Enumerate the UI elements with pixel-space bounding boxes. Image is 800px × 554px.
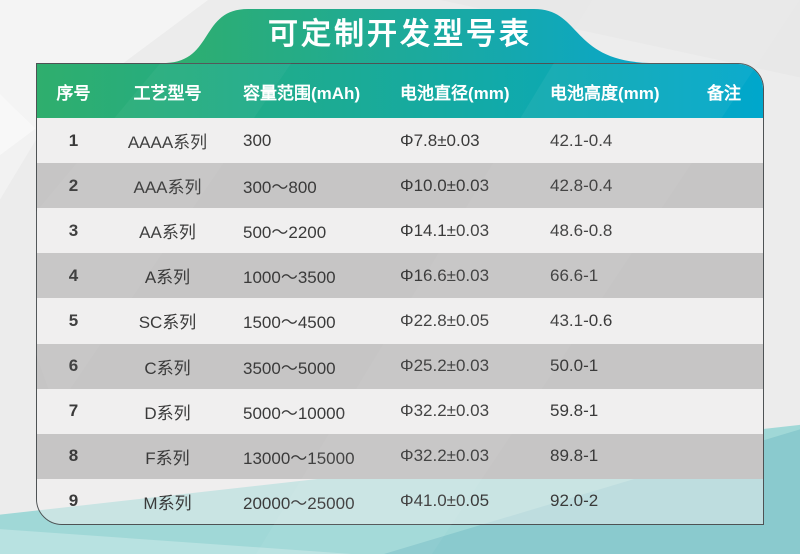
column-header: 容量范围(mAh) <box>243 83 361 103</box>
table-cell: 6 <box>68 356 79 376</box>
table-cell: Φ32.2±0.03 <box>400 446 490 466</box>
table-row: 5 SC系列 1500～4500 Φ22.8±0.05 43.1-0.6 <box>37 298 763 344</box>
table-cell: 300 <box>243 130 272 150</box>
table-cell: 50.0-1 <box>550 356 599 376</box>
table-row: 9 M系列 20000～25000 Φ41.0±0.05 92.0-2 <box>37 478 763 524</box>
table-cell: D系列 <box>144 403 191 423</box>
table-cell: AAAA系列 <box>127 133 208 153</box>
table-cell: F系列 <box>145 448 190 468</box>
table-cell: 1500～4500 <box>243 313 336 333</box>
column-header: 备注 <box>707 83 741 103</box>
table-cell: Φ16.6±0.03 <box>400 265 490 285</box>
table-cell: AA系列 <box>139 223 196 243</box>
table-cell: A系列 <box>144 268 191 288</box>
table-cell: 20000～25000 <box>243 493 355 513</box>
table-cell: SC系列 <box>138 313 197 333</box>
table-cell: Φ41.0±0.05 <box>400 491 490 511</box>
column-header: 电池高度(mm) <box>550 83 660 103</box>
table-cell: 2 <box>68 175 79 195</box>
table-cell: 5 <box>68 310 79 330</box>
table-cell: 300～800 <box>243 178 317 198</box>
table-cell: 3 <box>68 220 79 240</box>
table-cell: Φ14.1±0.03 <box>400 220 490 240</box>
table-cell: 43.1-0.6 <box>550 310 613 330</box>
table-cell: 3500～5000 <box>243 358 336 378</box>
page-title: 可定制开发型号表 <box>268 18 532 51</box>
table-cell: 66.6-1 <box>550 265 599 285</box>
table-row: 3 AA系列 500～2200 Φ14.1±0.03 48.6-0.8 <box>37 208 763 254</box>
table-cell: 1 <box>68 130 79 150</box>
table-cell: 5000～10000 <box>243 403 346 423</box>
model-spec-table: 序号 工艺型号 容量范围(mAh) 电池直径(mm) 电池高度(mm) 备注 1 AAAA系… <box>36 63 764 525</box>
table-cell: Φ32.2±0.03 <box>400 401 490 421</box>
table-row: 1 AAAA系列 300 Φ7.8±0.03 42.1-0.4 <box>37 118 763 164</box>
table-cell: 1000～3500 <box>243 268 336 288</box>
title-banner <box>166 9 650 63</box>
table-cell: AAA系列 <box>133 178 202 198</box>
table-cell: 13000～15000 <box>243 448 355 468</box>
column-header: 序号 <box>56 83 91 103</box>
table-cell: 9 <box>68 491 79 511</box>
table-cell: Φ7.8±0.03 <box>400 130 480 150</box>
table-body: 1 AAAA系列 300 Φ7.8±0.03 42.1-0.4 2 AAA系列 300～800… <box>37 118 763 524</box>
table-header-row: 序号 工艺型号 容量范围(mAh) 电池直径(mm) 电池高度(mm) 备注 <box>37 64 763 118</box>
table-row: 2 AAA系列 300～800 Φ10.0±0.03 42.8-0.4 <box>37 163 763 209</box>
table-cell: 4 <box>68 265 79 285</box>
table-cell: C系列 <box>144 358 191 378</box>
table-row: 6 C系列 3500～5000 Φ25.2±0.03 50.0-1 <box>37 343 763 389</box>
table-cell: Φ25.2±0.03 <box>400 356 490 376</box>
table-cell: Φ22.8±0.05 <box>400 310 490 330</box>
table-cell: Φ10.0±0.03 <box>400 175 490 195</box>
table-row: 8 F系列 13000～15000 Φ32.2±0.03 89.8-1 <box>37 433 763 479</box>
table-row: 7 D系列 5000～10000 Φ32.2±0.03 59.8-1 <box>37 388 763 434</box>
table-row: 4 A系列 1000～3500 Φ16.6±0.03 66.6-1 <box>37 253 763 299</box>
column-header: 工艺型号 <box>133 83 202 103</box>
table-cell: 48.6-0.8 <box>550 220 613 240</box>
column-header: 电池直径(mm) <box>400 83 510 103</box>
table-cell: M系列 <box>143 493 192 513</box>
table-cell: 8 <box>68 446 79 466</box>
table-cell: 89.8-1 <box>550 446 599 466</box>
table-cell: 42.1-0.4 <box>550 130 613 150</box>
table-cell: 92.0-2 <box>550 491 599 511</box>
table-cell: 59.8-1 <box>550 401 599 421</box>
table-cell: 500～2200 <box>243 223 327 243</box>
table-cell: 7 <box>68 401 79 421</box>
table-cell: 42.8-0.4 <box>550 175 613 195</box>
